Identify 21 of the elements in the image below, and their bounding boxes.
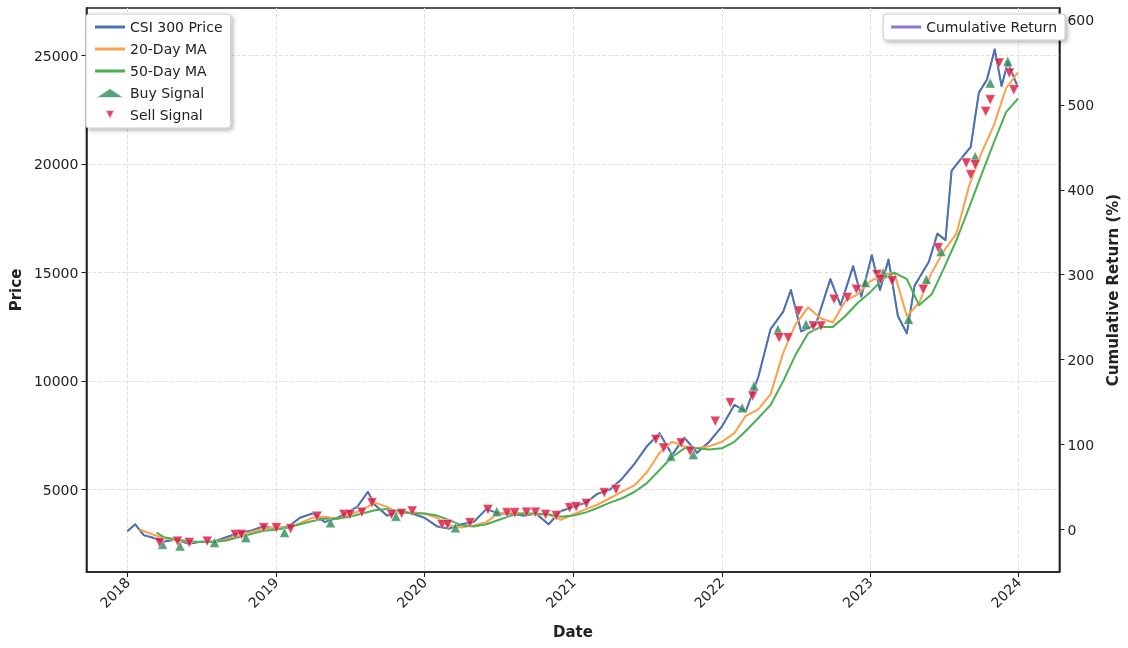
y2-tick-label: 200 <box>1067 351 1095 368</box>
legend-label: CSI 300 Price <box>130 19 223 35</box>
y2-tick-label: 300 <box>1067 266 1095 283</box>
y2-tick-label: 100 <box>1067 436 1095 453</box>
y-tick-label: 25000 <box>33 47 79 64</box>
legend-label: Cumulative Return <box>926 19 1057 35</box>
y2-tick-label: 0 <box>1067 521 1077 538</box>
y-tick-label: 15000 <box>33 264 79 281</box>
legend-label: Buy Signal <box>130 85 205 101</box>
y-tick-label: 20000 <box>33 156 79 173</box>
y-tick-label: 10000 <box>33 373 79 390</box>
y2-tick-label: 600 <box>1067 11 1095 28</box>
x-axis-title: Date <box>552 622 593 641</box>
y2-tick-label: 400 <box>1067 181 1095 198</box>
y2-tick-label: 500 <box>1067 96 1095 113</box>
legend-label: Sell Signal <box>130 107 203 123</box>
legend-label: 20-Day MA <box>130 41 208 57</box>
legend-label: 50-Day MA <box>130 63 208 79</box>
y-axis-title: Price <box>6 268 25 312</box>
y2-axis-title: Cumulative Return (%) <box>1103 193 1122 387</box>
y-tick-label: 5000 <box>42 481 79 498</box>
